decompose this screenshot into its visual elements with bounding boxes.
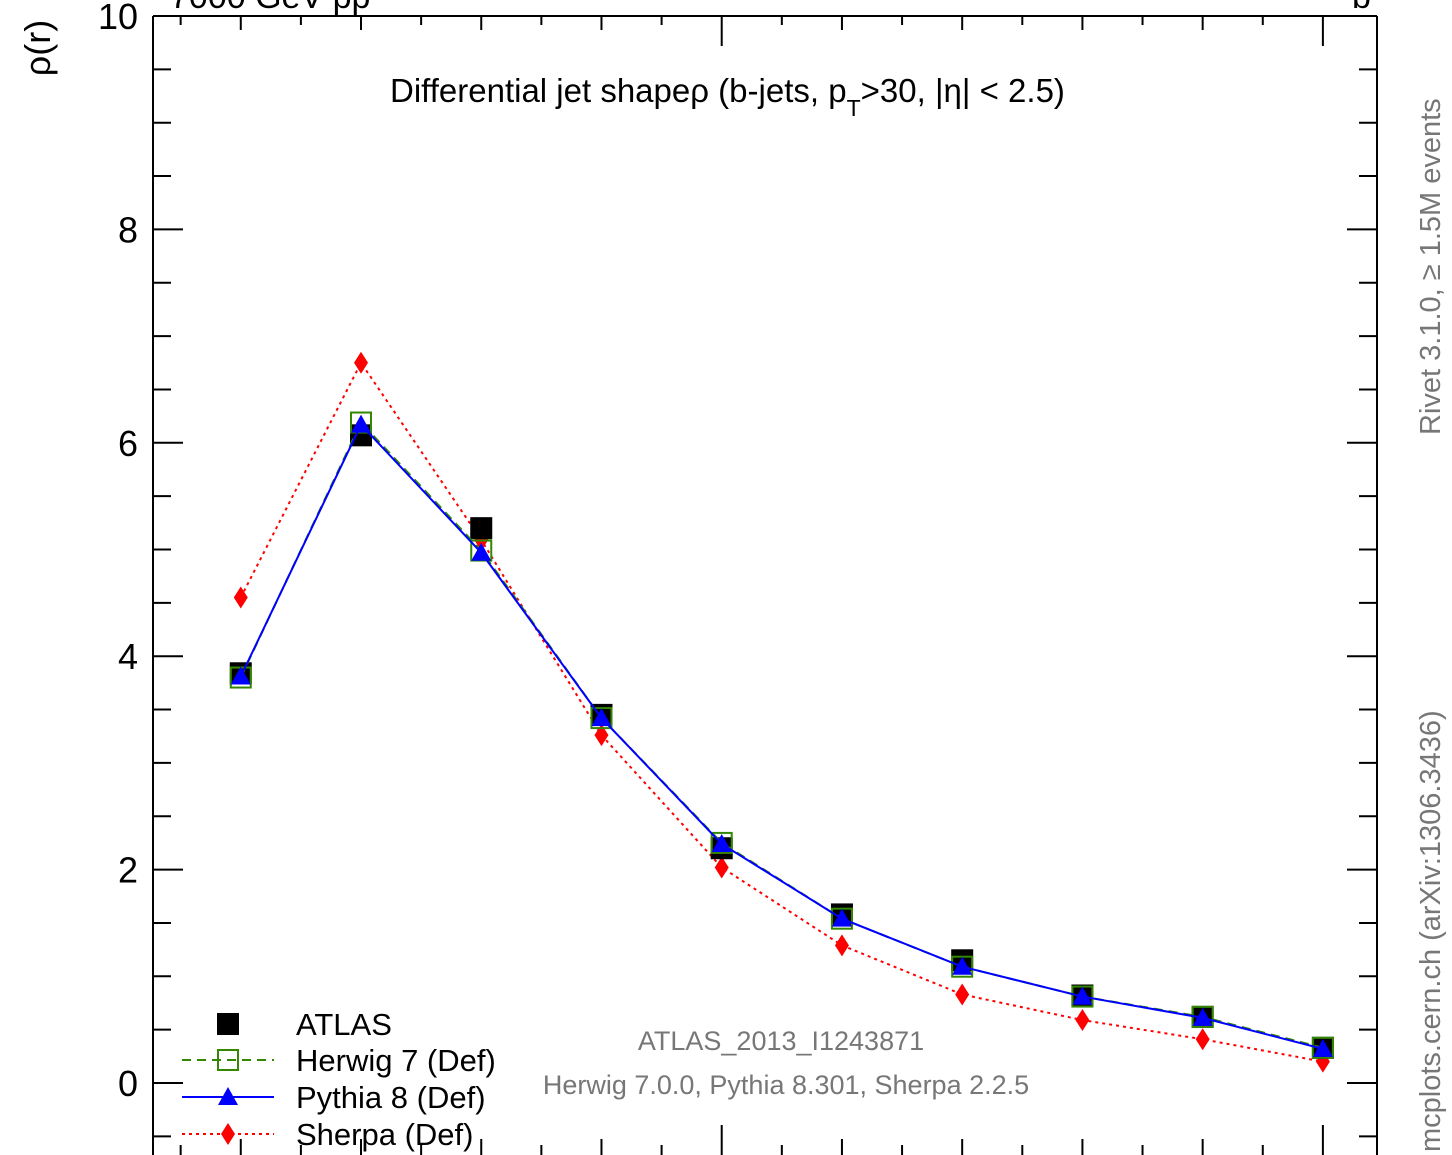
analysis-label: ATLAS_2013_I1243871 bbox=[638, 1026, 924, 1056]
data-point bbox=[233, 586, 248, 609]
chart-title: Differential jet shapeρ (b-jets, pT>30, … bbox=[390, 72, 1065, 121]
series-line bbox=[239, 360, 1324, 1063]
legend-label: Herwig 7 (Def) bbox=[296, 1043, 496, 1078]
legend-marker bbox=[217, 1049, 239, 1071]
legend-marker bbox=[217, 1013, 239, 1035]
mcplots-side-label: mcplots.cern.ch (arXiv:1306.3436) bbox=[1415, 710, 1447, 1152]
data-point bbox=[591, 708, 612, 727]
y-axis-label: ρ(r) bbox=[17, 20, 58, 76]
series-line bbox=[239, 420, 1324, 1049]
plot-frame bbox=[152, 15, 1378, 1155]
series-atlas bbox=[229, 424, 1334, 1059]
legend-label: ATLAS bbox=[296, 1007, 392, 1042]
axis-ticks bbox=[153, 15, 1377, 1155]
data-point bbox=[1072, 986, 1093, 1005]
chart-title-main: Differential jet shapeρ (b-jets, p bbox=[390, 72, 847, 109]
data-point bbox=[1195, 1028, 1210, 1051]
data-point bbox=[1311, 1036, 1334, 1059]
chart-title-subscript: T bbox=[847, 95, 861, 121]
rivet-side-label: Rivet 3.1.0, ≥ 1.5M events bbox=[1415, 98, 1447, 435]
data-point bbox=[470, 517, 493, 540]
legend-entry-pythia-8-def: Pythia 8 (Def) bbox=[182, 1080, 486, 1115]
series-pythia-8-def bbox=[230, 414, 1333, 1057]
generators-label: Herwig 7.0.0, Pythia 8.301, Sherpa 2.2.5 bbox=[543, 1070, 1029, 1100]
legend-entry-herwig-7-def: Herwig 7 (Def) bbox=[182, 1043, 496, 1078]
chart-title-rest: >30, |η| < 2.5) bbox=[861, 72, 1065, 109]
header-right-label: b bbox=[1352, 0, 1371, 16]
data-point bbox=[471, 542, 492, 561]
header-energy-label: 7000 GeV pp bbox=[170, 0, 370, 16]
data-point bbox=[834, 934, 849, 957]
series-sherpa-def bbox=[233, 351, 1330, 1073]
y-tick-label: 6 bbox=[118, 423, 138, 464]
data-point bbox=[351, 414, 372, 433]
data-point bbox=[1312, 1038, 1333, 1057]
data-point bbox=[831, 908, 852, 927]
data-point bbox=[952, 956, 973, 975]
series-herwig-7-def bbox=[229, 411, 1334, 1059]
y-tick-label: 4 bbox=[118, 636, 138, 677]
y-tick-label: 10 bbox=[98, 0, 138, 37]
legend-marker bbox=[221, 1123, 235, 1145]
data-point bbox=[711, 833, 732, 852]
legend-entry-sherpa-def: Sherpa (Def) bbox=[182, 1117, 473, 1152]
y-tick-label: 8 bbox=[118, 209, 138, 250]
series-layer bbox=[229, 351, 1334, 1073]
legend-label: Pythia 8 (Def) bbox=[296, 1080, 486, 1115]
data-point bbox=[714, 856, 729, 879]
legend-entry-atlas: ATLAS bbox=[217, 1007, 392, 1042]
data-point bbox=[230, 666, 251, 685]
data-point bbox=[594, 724, 609, 747]
y-tick-label: 0 bbox=[118, 1063, 138, 1104]
y-tick-label: 2 bbox=[118, 850, 138, 891]
legend-label: Sherpa (Def) bbox=[296, 1117, 473, 1152]
data-point bbox=[1075, 1009, 1090, 1032]
series-line bbox=[239, 422, 1324, 1050]
data-point bbox=[354, 351, 369, 374]
data-point bbox=[710, 831, 733, 854]
data-point bbox=[955, 983, 970, 1006]
y-tick-labels: 0 2 4 6 8 10 bbox=[98, 0, 138, 1104]
legend-marker bbox=[218, 1087, 238, 1105]
data-point bbox=[1192, 1007, 1213, 1026]
